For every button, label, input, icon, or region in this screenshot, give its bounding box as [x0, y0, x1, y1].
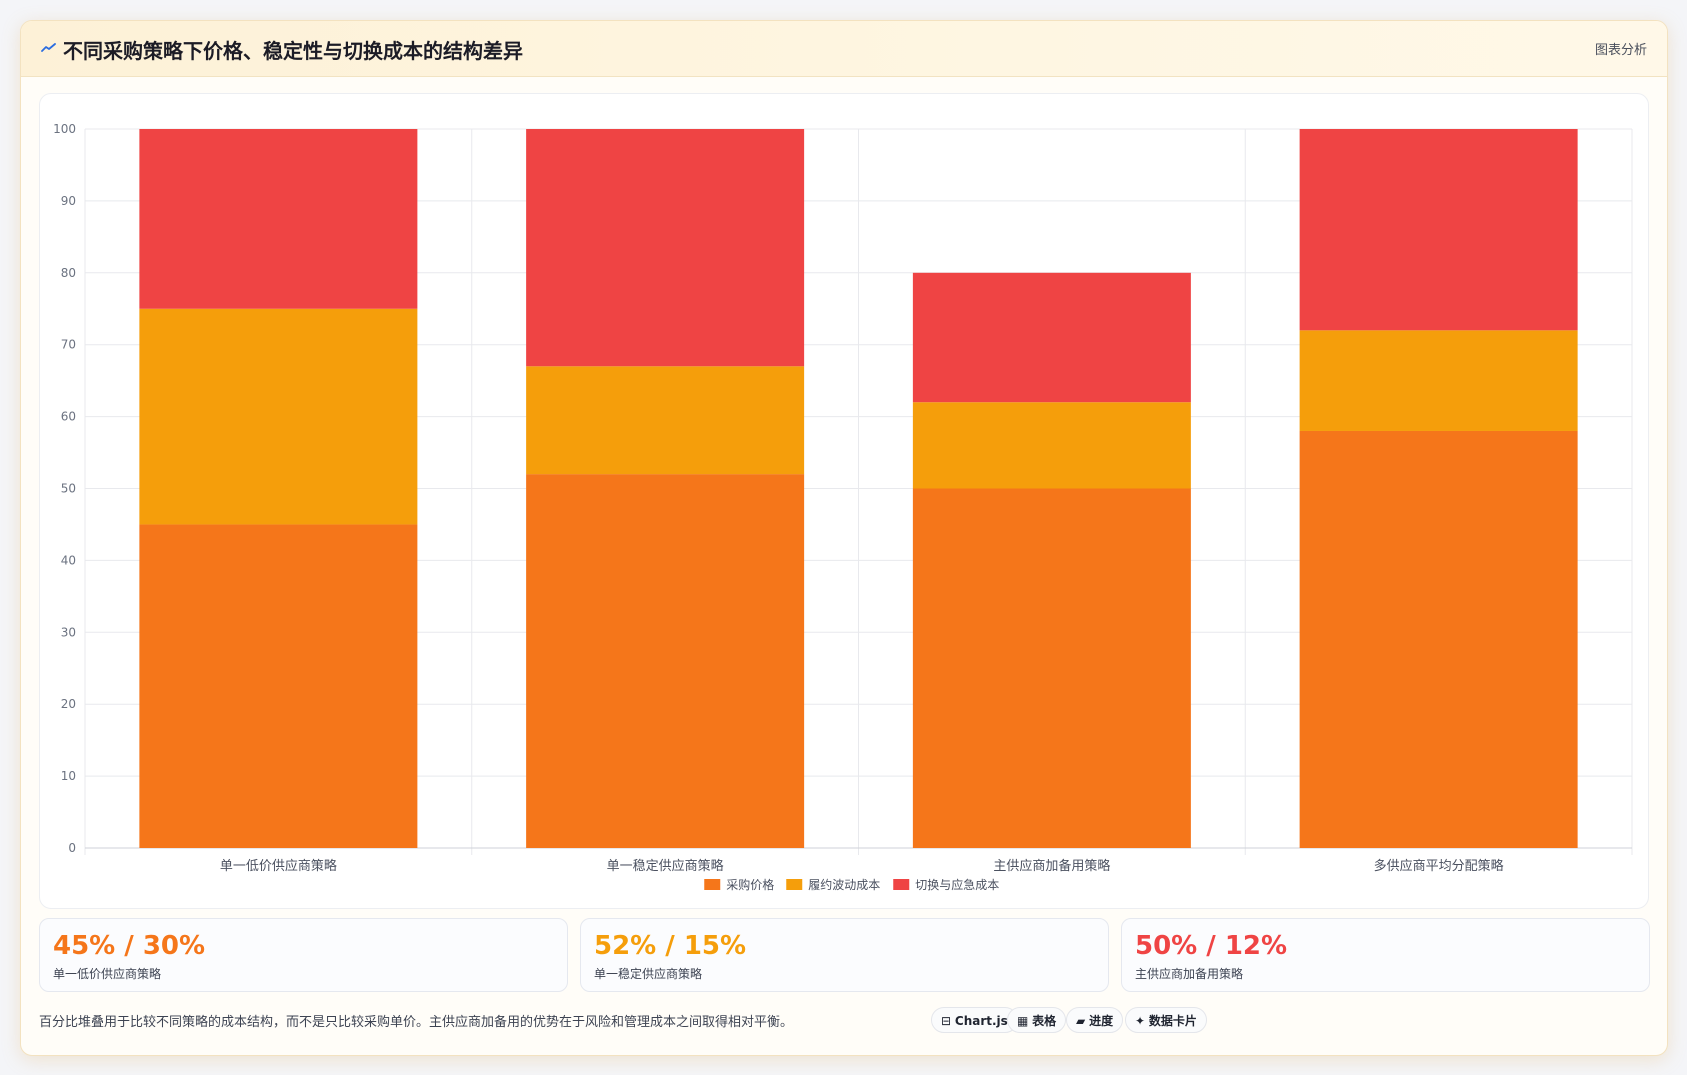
legend-swatch: [786, 879, 803, 890]
stat-value: 52% / 15%: [594, 931, 747, 961]
chart-analysis-link[interactable]: 图表分析: [1594, 43, 1647, 58]
bar-switching: [526, 129, 805, 367]
y-tick-label: 90: [61, 194, 76, 208]
x-tick-label: 多供应商平均分配策略: [1374, 858, 1504, 874]
bar-volatility: [1299, 330, 1578, 431]
x-tick-label: 单一稳定供应商策略: [607, 858, 724, 874]
tag-data-card[interactable]: ✦ 数据卡片: [1125, 1007, 1207, 1033]
tag-label: 表格: [1032, 1014, 1057, 1028]
stat-card-2: 52% / 15% 单一稳定供应商策略: [580, 918, 1109, 992]
bar-switching: [1299, 129, 1578, 331]
stacked-bar-chart: 0 10 20 30 40 50 60 70 80 90 100 单一低价供应商策略 单一稳定供应商策略…: [53, 122, 1633, 892]
tag-label: 数据卡片: [1148, 1014, 1197, 1028]
legend-label: 采购价格: [726, 877, 774, 892]
stat-value: 50% / 12%: [1135, 931, 1288, 961]
stat-label: 单一稳定供应商策略: [594, 967, 703, 981]
tag-chartjs[interactable]: ⊟ Chart.js: [931, 1007, 1018, 1033]
bar-switching: [139, 129, 418, 309]
card-header: 不同采购策略下价格、稳定性与切换成本的结构差异 图表分析: [21, 21, 1667, 77]
trend-line-icon: [41, 43, 56, 52]
x-tick-label: 主供应商加备用策略: [993, 858, 1110, 874]
tag-label: Chart.js: [954, 1014, 1008, 1028]
y-tick-label: 80: [61, 266, 76, 280]
stat-label: 单一低价供应商策略: [53, 967, 162, 981]
bar-price: [912, 488, 1191, 848]
dashboard-card: 不同采购策略下价格、稳定性与切换成本的结构差异 图表分析 0 10 20 30 40 50…: [20, 20, 1668, 1056]
bar-volatility: [526, 366, 805, 475]
table-icon: ▦: [1017, 1014, 1029, 1028]
stat-label: 主供应商加备用策略: [1135, 967, 1244, 981]
legend-swatch: [704, 879, 721, 890]
legend-label: 履约波动成本: [808, 877, 880, 892]
legend-label: 切换与应急成本: [915, 877, 999, 892]
y-tick-label: 20: [61, 697, 76, 711]
chart-icon: ⊟: [941, 1014, 952, 1028]
footnote: 百分比堆叠用于比较不同策略的成本结构，而不是只比较采购单价。主供应商加备用的优势…: [39, 1015, 794, 1030]
bar-volatility: [139, 308, 418, 525]
page-title: 不同采购策略下价格、稳定性与切换成本的结构差异: [63, 39, 523, 63]
sparkle-icon: ✦: [1135, 1014, 1146, 1028]
bar-price: [139, 524, 418, 848]
tag-table[interactable]: ▦ 表格: [1007, 1007, 1067, 1033]
chart-panel: 0 10 20 30 40 50 60 70 80 90 100 单一低价供应商策略 单一稳定供应商策略…: [39, 93, 1649, 909]
y-tick-label: 50: [61, 482, 76, 496]
y-tick-label: 0: [68, 841, 76, 855]
bar-price: [1299, 430, 1578, 848]
x-tick-label: 单一低价供应商策略: [220, 858, 337, 874]
tag-progress[interactable]: ▰ 进度: [1066, 1007, 1124, 1033]
bar-volatility: [912, 402, 1191, 489]
stat-card-3: 50% / 12% 主供应商加备用策略: [1121, 918, 1650, 992]
stat-card-1: 45% / 30% 单一低价供应商策略: [39, 918, 568, 992]
y-tick-label: 100: [53, 122, 76, 136]
bar-price: [526, 474, 805, 848]
y-tick-label: 70: [61, 338, 76, 352]
tag-label: 进度: [1089, 1014, 1114, 1028]
y-tick-label: 60: [61, 410, 76, 424]
bar-switching: [912, 272, 1191, 403]
y-tick-label: 40: [61, 553, 76, 567]
y-tick-label: 10: [61, 769, 76, 783]
y-tick-label: 30: [61, 625, 76, 639]
progress-icon: ▰: [1076, 1014, 1086, 1028]
stat-value: 45% / 30%: [53, 931, 206, 961]
legend-swatch: [893, 879, 910, 890]
